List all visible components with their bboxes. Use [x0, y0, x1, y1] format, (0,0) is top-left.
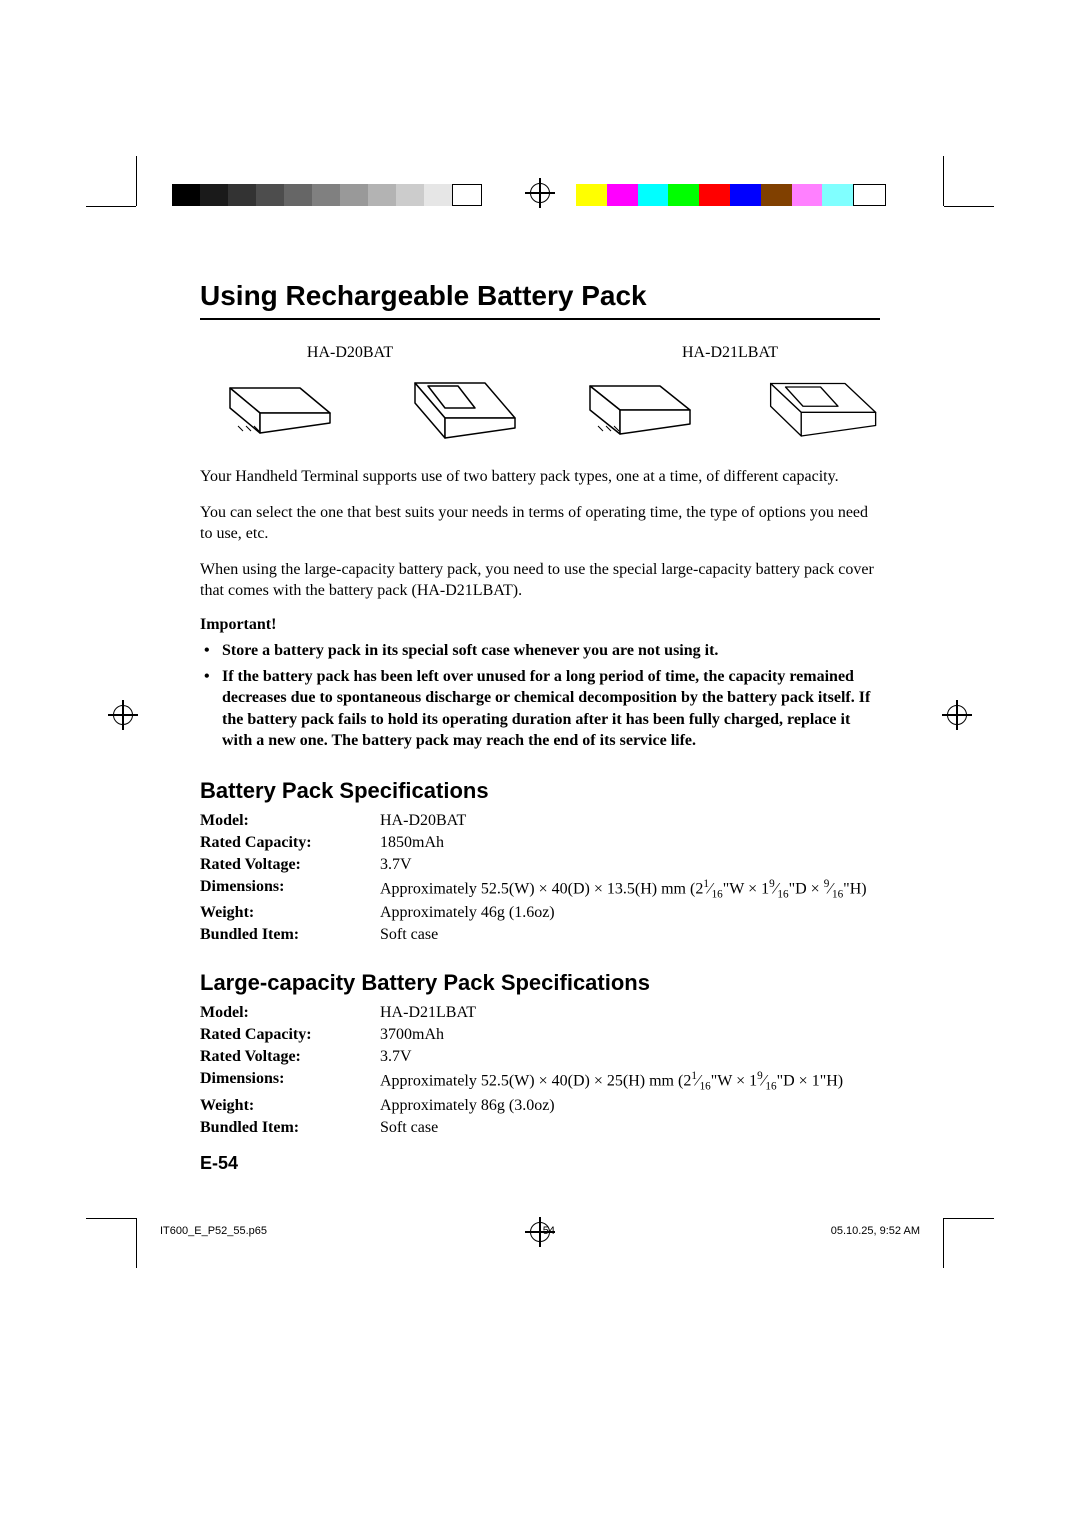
model-label-right: HA-D21LBAT [580, 344, 880, 362]
battery-icon [740, 368, 880, 448]
spec-value: 1850mAh [380, 834, 880, 852]
spec-value: Approximately 86g (3.0oz) [380, 1097, 880, 1115]
spec-label: Weight: [200, 904, 380, 922]
registration-mark-icon [108, 700, 138, 730]
spec-value: Soft case [380, 926, 880, 944]
important-label: Important! [200, 616, 880, 634]
spec-label: Model: [200, 1004, 380, 1022]
important-bullet: Store a battery pack in its special soft… [216, 640, 880, 662]
spec-value: HA-D20BAT [380, 812, 880, 830]
spec-label: Bundled Item: [200, 926, 380, 944]
spec2-table: Model:HA-D21LBATRated Capacity:3700mAhRa… [200, 1004, 880, 1137]
crop-mark [86, 206, 136, 207]
spec-value: Approximately 46g (1.6oz) [380, 904, 880, 922]
spec-value: Approximately 52.5(W) × 40(D) × 25(H) mm… [380, 1070, 880, 1093]
important-bullets: Store a battery pack in its special soft… [200, 640, 880, 752]
spec-label: Bundled Item: [200, 1119, 380, 1137]
spec-label: Dimensions: [200, 878, 380, 901]
spec-label: Dimensions: [200, 1070, 380, 1093]
body-paragraph: You can select the one that best suits y… [200, 502, 880, 545]
page-content: Using Rechargeable Battery Pack HA-D20BA… [200, 280, 880, 1174]
battery-icon [560, 368, 700, 448]
spec-value: 3700mAh [380, 1026, 880, 1044]
spec1-table: Model:HA-D20BATRated Capacity:1850mAhRat… [200, 812, 880, 945]
important-bullet: If the battery pack has been left over u… [216, 666, 880, 752]
spec-value: 3.7V [380, 1048, 880, 1066]
crop-mark [86, 1218, 136, 1219]
crop-mark [944, 1218, 994, 1219]
spec2-heading: Large-capacity Battery Pack Specificatio… [200, 970, 880, 996]
registration-mark-icon [525, 178, 555, 208]
footer-page: 54 [543, 1225, 555, 1237]
body-paragraph: When using the large-capacity battery pa… [200, 559, 880, 602]
crop-mark [944, 206, 994, 207]
crop-mark [943, 1218, 944, 1268]
page-title: Using Rechargeable Battery Pack [200, 280, 880, 320]
body-paragraphs: Your Handheld Terminal supports use of t… [200, 466, 880, 602]
crop-mark [136, 156, 137, 206]
model-labels-row: HA-D20BAT HA-D21LBAT [200, 344, 880, 362]
spec-value: HA-D21LBAT [380, 1004, 880, 1022]
color-calibration-bar [576, 184, 886, 206]
crop-mark [943, 156, 944, 206]
spec-value: Soft case [380, 1119, 880, 1137]
footer-datetime: 05.10.25, 9:52 AM [831, 1225, 920, 1237]
spec-label: Weight: [200, 1097, 380, 1115]
battery-illustrations [200, 368, 880, 448]
spec-label: Rated Voltage: [200, 1048, 380, 1066]
battery-icon [380, 368, 520, 448]
spec-value: 3.7V [380, 856, 880, 874]
model-label-left: HA-D20BAT [200, 344, 500, 362]
spec1-heading: Battery Pack Specifications [200, 778, 880, 804]
battery-icon [200, 368, 340, 448]
grayscale-calibration-bar [172, 184, 482, 206]
body-paragraph: Your Handheld Terminal supports use of t… [200, 466, 880, 488]
crop-mark [136, 1218, 137, 1268]
footer-file: IT600_E_P52_55.p65 [160, 1225, 267, 1237]
registration-mark-icon [942, 700, 972, 730]
spec-label: Model: [200, 812, 380, 830]
page-number: E-54 [200, 1153, 880, 1174]
spec-label: Rated Capacity: [200, 834, 380, 852]
spec-label: Rated Voltage: [200, 856, 380, 874]
print-footer: IT600_E_P52_55.p65 54 05.10.25, 9:52 AM [160, 1225, 920, 1237]
spec-label: Rated Capacity: [200, 1026, 380, 1044]
spec-value: Approximately 52.5(W) × 40(D) × 13.5(H) … [380, 878, 880, 901]
